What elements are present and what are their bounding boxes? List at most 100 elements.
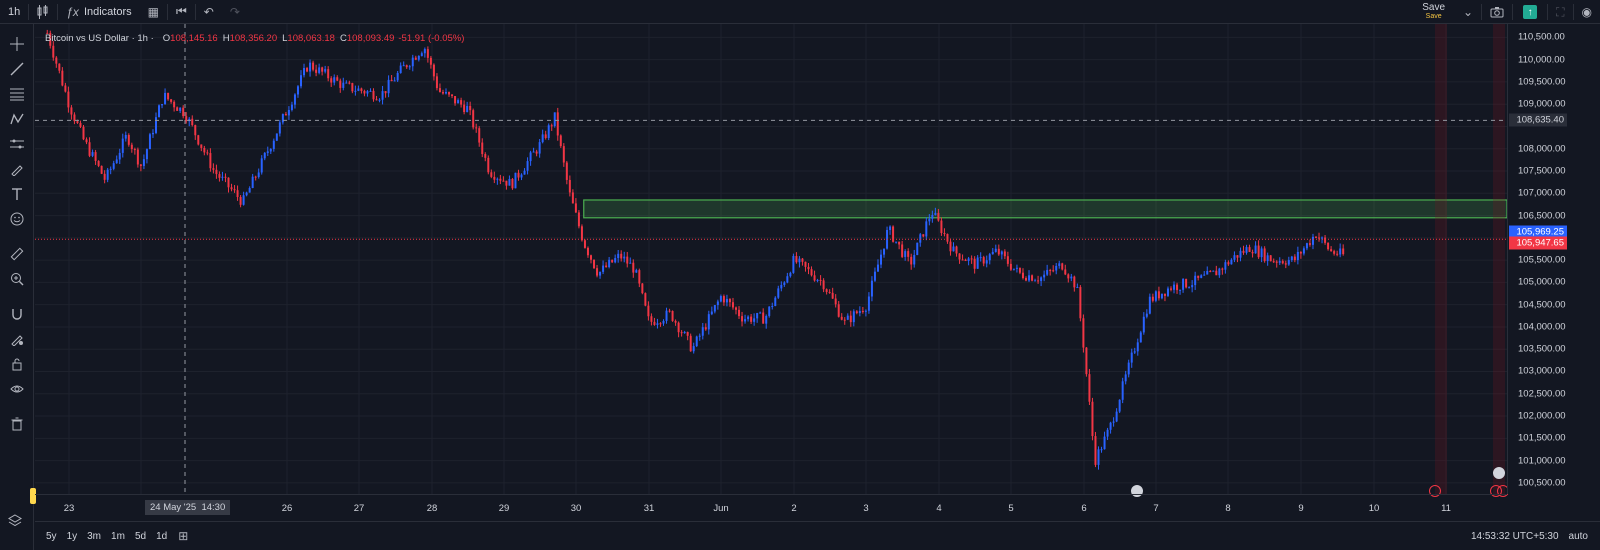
candle-body	[1121, 381, 1124, 400]
time-tick-label: Jun	[713, 503, 729, 514]
crosshair-hour: 14:30	[201, 502, 226, 513]
time-tick-label: 11	[1441, 503, 1451, 514]
camera-icon[interactable]	[1482, 0, 1512, 24]
brush-icon[interactable]	[7, 159, 27, 179]
date-range-icon[interactable]: ⊞	[178, 529, 189, 543]
layout-grid-icon[interactable]: ▦	[147, 4, 159, 19]
candle-body	[182, 107, 185, 117]
indicators-button[interactable]: ƒx Indicators	[58, 0, 139, 24]
toolbar-divider	[28, 3, 30, 20]
candle-body	[1115, 411, 1118, 422]
symbol-legend: Bitcoin vs US Dollar · 1h · O 108,145.16 …	[45, 33, 464, 44]
candle-body	[614, 258, 617, 263]
range-button-5y[interactable]: 5y	[46, 530, 57, 542]
candle-body	[771, 305, 774, 307]
candle-body	[1179, 289, 1182, 291]
candle-body	[538, 142, 541, 154]
candle-body	[1315, 236, 1317, 238]
candle-body	[330, 78, 333, 83]
candle-body	[227, 177, 230, 188]
lock-icon[interactable]	[7, 354, 27, 374]
text-icon[interactable]	[7, 184, 27, 204]
open-label: O	[162, 33, 171, 44]
toolbar-collapse-handle[interactable]	[30, 488, 36, 504]
magnet-icon[interactable]	[7, 304, 27, 324]
ruler-icon[interactable]	[7, 244, 27, 264]
interval-button[interactable]: 1h	[8, 5, 21, 18]
candle-body	[49, 33, 52, 46]
candle-body	[719, 296, 722, 302]
save-button[interactable]: Save Save	[1412, 3, 1455, 21]
candle-body	[756, 313, 759, 319]
candle-body	[203, 147, 206, 153]
candle-body	[402, 65, 405, 67]
candle-body	[327, 69, 330, 79]
candle-body	[1318, 237, 1321, 239]
candle-body	[792, 255, 795, 273]
candle-body	[251, 176, 254, 188]
range-button-1d[interactable]: 1d	[156, 530, 168, 542]
candle-body	[142, 159, 145, 166]
trash-icon[interactable]	[7, 414, 27, 434]
range-button-3m[interactable]: 3m	[87, 530, 102, 542]
candle-body	[970, 258, 973, 260]
candle-body	[1203, 274, 1206, 276]
event-marker-icon[interactable]	[1493, 467, 1505, 479]
candle-body	[360, 88, 363, 91]
candle-body	[281, 114, 284, 123]
candle-body	[1021, 272, 1024, 279]
candlestick-chart[interactable]	[35, 24, 1507, 494]
publish-icon[interactable]: ↑	[1523, 5, 1538, 19]
chevron-down-icon[interactable]: ⌄	[1463, 5, 1474, 19]
candle-body	[1028, 275, 1031, 281]
object-tree-icon[interactable]	[8, 514, 22, 531]
candle-body	[1173, 284, 1176, 290]
candle-body	[124, 134, 127, 139]
eye-icon[interactable]: ◉	[1581, 5, 1592, 19]
candle-body	[798, 258, 801, 263]
candle-body	[964, 259, 967, 261]
emoji-icon[interactable]	[7, 209, 27, 229]
economic-event-icon[interactable]	[1429, 485, 1441, 497]
candle-body	[1049, 270, 1052, 272]
price-axis[interactable]: 110,500.00 110,000.00 109,500.00 109,000.00…	[1507, 24, 1600, 494]
redo-icon[interactable]: ↷	[229, 4, 240, 19]
candle-body	[263, 152, 266, 159]
low-value: 108,063.18	[287, 33, 335, 44]
clock[interactable]: 14:53:32 UTC+5:30	[1470, 531, 1559, 542]
candle-body	[269, 148, 272, 152]
candle-body	[496, 178, 499, 180]
candle-body	[405, 65, 408, 68]
lock-drawings-icon[interactable]	[7, 329, 27, 349]
chart-pane[interactable]	[35, 24, 1507, 494]
candle-body	[656, 323, 659, 325]
range-button-1y[interactable]: 1y	[66, 530, 78, 542]
fib-retracement-icon[interactable]	[7, 84, 27, 104]
trend-line-icon[interactable]	[7, 59, 27, 79]
pattern-icon[interactable]	[7, 109, 27, 129]
candle-body	[318, 67, 321, 73]
visibility-icon[interactable]	[7, 379, 27, 399]
candle-style-icon[interactable]	[29, 0, 57, 24]
zoom-in-icon[interactable]	[7, 269, 27, 289]
range-button-1m[interactable]: 1m	[111, 530, 125, 542]
candle-body	[1130, 352, 1133, 363]
range-button-5d[interactable]: 5d	[134, 530, 147, 542]
replay-icon[interactable]: ⏮	[175, 4, 187, 18]
forecast-icon[interactable]	[7, 134, 27, 154]
candle-body	[1293, 256, 1296, 261]
fullscreen-icon[interactable]: ⛶	[1556, 4, 1565, 19]
candle-body	[97, 160, 100, 166]
candle-body	[1037, 280, 1040, 282]
candle-body	[704, 327, 707, 330]
undo-icon[interactable]: ↶	[203, 4, 214, 19]
candle-body	[849, 315, 852, 323]
time-axis[interactable]: 24 May '25 14:30 23 26 27 28 29 30 31 Jun 2 3 4 5 6 7…	[35, 494, 1507, 520]
candle-body	[1006, 256, 1009, 264]
candle-body	[1188, 287, 1191, 289]
symbol-title[interactable]: Bitcoin vs US Dollar · 1h ·	[45, 33, 154, 44]
price-tick-label: 107,000.00	[1518, 187, 1566, 199]
candle-body	[1079, 287, 1082, 319]
crosshair-icon[interactable]	[7, 34, 27, 54]
auto-scale-button[interactable]: auto	[1568, 531, 1588, 542]
